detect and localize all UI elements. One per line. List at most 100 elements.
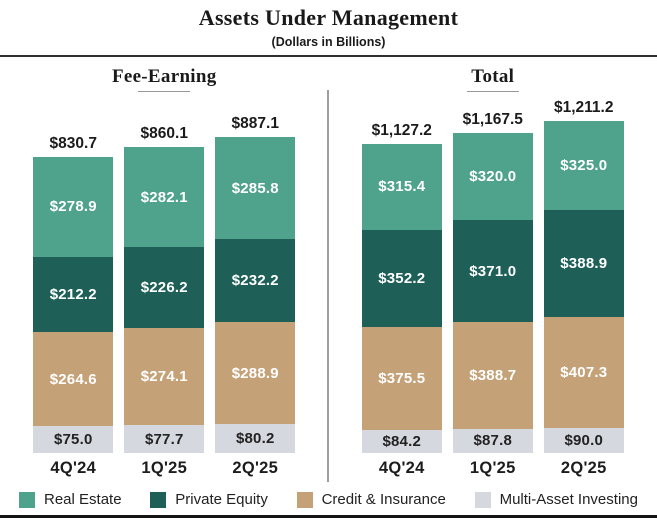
bar-total-label: $860.1 — [140, 124, 188, 142]
segment-credit-insurance: $264.6 — [33, 332, 114, 427]
stacked-bar: $315.4 $352.2 $375.5 $84.2 — [361, 143, 442, 453]
legend-label: Real Estate — [44, 491, 122, 508]
segment-real-estate: $285.8 — [215, 137, 296, 239]
x-axis-label: 1Q'25 — [141, 458, 188, 477]
segment-value-label: $320.0 — [469, 168, 517, 186]
legend-swatch-multi-asset-investing — [474, 491, 491, 508]
segment-private-equity: $371.0 — [452, 220, 533, 323]
segment-credit-insurance: $274.1 — [124, 327, 205, 426]
segment-multi-asset-investing: $77.7 — [124, 425, 205, 453]
stacked-bar: $282.1 $226.2 $274.1 $77.7 — [124, 146, 205, 453]
legend-item-multi-asset-investing: Multi-Asset Investing — [474, 491, 638, 508]
bar-total-label: $1,211.2 — [554, 98, 614, 116]
panel-title-underline — [466, 91, 519, 92]
segment-value-label: $285.8 — [231, 179, 279, 197]
legend-label: Private Equity — [175, 491, 268, 508]
panel-total: Total $1,127.2 $315.4 $352.2 $375.5 $84.2 4Q'2… — [329, 57, 657, 484]
stacked-bar: $320.0 $371.0 $388.7 $87.8 — [452, 132, 533, 453]
legend-item-real-estate: Real Estate — [19, 491, 122, 508]
legend-item-credit-insurance: Credit & Insurance — [296, 491, 446, 508]
segment-credit-insurance: $407.3 — [543, 316, 624, 429]
bar-column-2q-25: $1,211.2 $325.0 $388.9 $407.3 $90.0 2Q'25 — [543, 98, 624, 483]
segment-value-label: $232.2 — [231, 271, 279, 289]
bars-row: $830.7 $278.9 $212.2 $264.6 $75.0 4Q'24 $860.1… — [0, 92, 329, 484]
bar-total-label: $1,127.2 — [371, 121, 432, 139]
segment-value-label: $371.0 — [469, 262, 517, 280]
chart-legend: Real Estate Private Equity Credit & Insura… — [0, 484, 657, 515]
x-axis-label: 4Q'24 — [378, 458, 425, 477]
segment-value-label: $226.2 — [140, 278, 188, 296]
segment-value-label: $278.9 — [49, 198, 97, 216]
bars-row: $1,127.2 $315.4 $352.2 $375.5 $84.2 4Q'24 $1,1… — [329, 92, 657, 484]
segment-value-label: $288.9 — [231, 364, 279, 382]
x-axis-label: 2Q'25 — [232, 458, 279, 477]
panel-title-underline — [138, 91, 191, 92]
segment-value-label: $388.9 — [560, 254, 608, 272]
segment-value-label: $407.3 — [560, 363, 608, 381]
panel-divider-line — [327, 90, 329, 482]
segment-value-label: $212.2 — [49, 285, 97, 303]
segment-value-label: $75.0 — [53, 431, 93, 449]
segment-multi-asset-investing: $90.0 — [543, 428, 624, 453]
segment-multi-asset-investing: $87.8 — [452, 428, 533, 453]
stacked-bar: $325.0 $388.9 $407.3 $90.0 — [543, 120, 624, 453]
legend-swatch-credit-insurance — [296, 491, 313, 508]
bar-column-4q-24: $830.7 $278.9 $212.2 $264.6 $75.0 4Q'24 — [33, 135, 114, 483]
legend-item-private-equity: Private Equity — [150, 491, 268, 508]
segment-credit-insurance: $375.5 — [361, 326, 442, 430]
panel-title: Total — [471, 66, 515, 87]
segment-private-equity: $388.9 — [543, 209, 624, 317]
panel-title: Fee-Earning — [111, 66, 217, 87]
bar-column-1q-25: $860.1 $282.1 $226.2 $274.1 $77.7 1Q'25 — [124, 124, 205, 483]
legend-label: Multi-Asset Investing — [499, 491, 638, 508]
bar-total-label: $1,167.5 — [462, 110, 523, 128]
segment-value-label: $264.6 — [49, 370, 97, 388]
x-axis-label: 2Q'25 — [560, 458, 607, 477]
legend-swatch-private-equity — [150, 491, 167, 508]
segment-value-label: $315.4 — [378, 178, 426, 196]
segment-value-label: $375.5 — [378, 369, 426, 387]
segment-credit-insurance: $288.9 — [215, 321, 296, 425]
x-axis-label: 1Q'25 — [469, 458, 516, 477]
chart-header: Assets Under Management (Dollars in Bill… — [0, 0, 657, 49]
segment-value-label: $87.8 — [473, 432, 513, 450]
segment-value-label: $84.2 — [382, 432, 422, 450]
segment-private-equity: $226.2 — [124, 247, 205, 328]
segment-value-label: $77.7 — [144, 430, 184, 448]
segment-real-estate: $325.0 — [543, 120, 624, 210]
segment-value-label: $80.2 — [235, 430, 275, 448]
bar-total-label: $830.7 — [49, 135, 97, 153]
segment-multi-asset-investing: $84.2 — [361, 429, 442, 453]
segment-multi-asset-investing: $75.0 — [33, 426, 114, 453]
segment-real-estate: $282.1 — [124, 146, 205, 248]
bar-column-1q-25: $1,167.5 $320.0 $371.0 $388.7 $87.8 1Q'25 — [452, 110, 533, 483]
stacked-bar: $278.9 $212.2 $264.6 $75.0 — [33, 157, 114, 453]
segment-private-equity: $232.2 — [215, 238, 296, 322]
top-divider-rule — [0, 55, 657, 57]
x-axis-label: 4Q'24 — [50, 458, 97, 477]
panel-fee-earning: Fee-Earning $830.7 $278.9 $212.2 $264.6 $75.0… — [0, 57, 329, 484]
legend-label: Credit & Insurance — [321, 491, 446, 508]
bar-column-4q-24: $1,127.2 $315.4 $352.2 $375.5 $84.2 4Q'24 — [361, 121, 442, 483]
bar-column-2q-25: $887.1 $285.8 $232.2 $288.9 $80.2 2Q'25 — [215, 115, 296, 483]
bottom-divider-rule — [0, 515, 657, 518]
chart-panels: Fee-Earning $830.7 $278.9 $212.2 $264.6 $75.0… — [0, 57, 657, 484]
segment-credit-insurance: $388.7 — [452, 322, 533, 429]
bar-total-label: $887.1 — [231, 115, 279, 133]
segment-value-label: $90.0 — [564, 432, 604, 450]
segment-real-estate: $315.4 — [361, 143, 442, 231]
legend-swatch-real-estate — [19, 491, 35, 508]
segment-multi-asset-investing: $80.2 — [215, 424, 296, 453]
segment-value-label: $388.7 — [469, 367, 517, 385]
segment-value-label: $352.2 — [378, 269, 426, 287]
segment-private-equity: $212.2 — [33, 256, 114, 333]
segment-real-estate: $278.9 — [33, 157, 114, 257]
segment-value-label: $274.1 — [140, 368, 188, 386]
page-subtitle: (Dollars in Billions) — [271, 35, 386, 49]
segment-value-label: $325.0 — [560, 156, 608, 174]
segment-value-label: $282.1 — [140, 188, 188, 206]
segment-private-equity: $352.2 — [361, 230, 442, 327]
segment-real-estate: $320.0 — [452, 132, 533, 221]
page-title: Assets Under Management — [198, 5, 459, 30]
